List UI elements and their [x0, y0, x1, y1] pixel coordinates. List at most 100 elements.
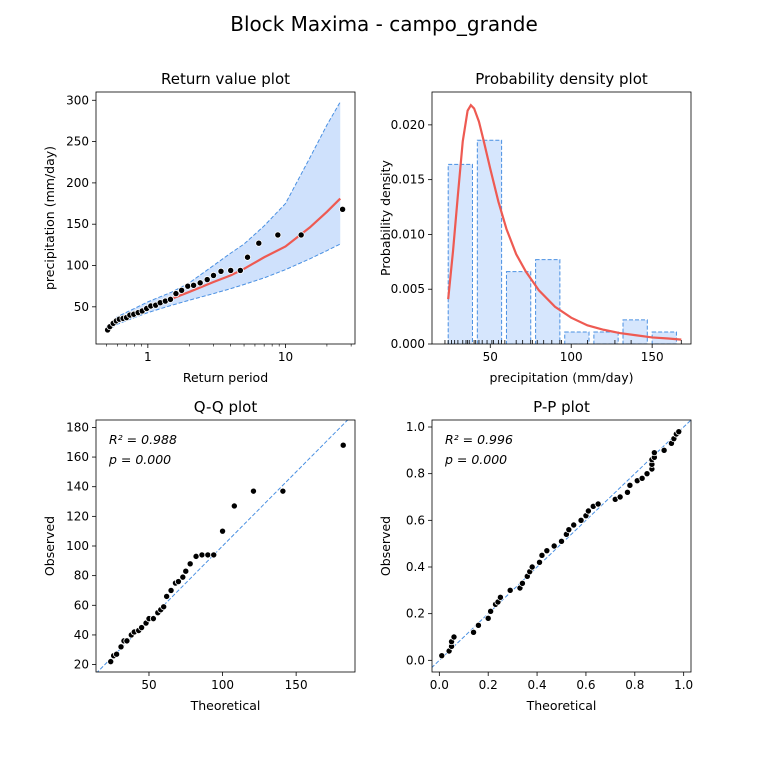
data-point: [166, 295, 174, 303]
data-point: [210, 551, 218, 559]
y-tick-label: 80: [74, 569, 89, 583]
x-tick-label: 50: [483, 350, 498, 364]
data-point: [660, 446, 668, 454]
data-point: [528, 563, 536, 571]
data-point: [117, 643, 125, 651]
data-point: [179, 573, 187, 581]
data-point: [249, 487, 257, 495]
pp-plot: P-P plot Theoretical Observed 0.0 0.2 0.4 0.6 0…: [378, 398, 693, 713]
x-tick-label: 1: [144, 350, 152, 364]
data-point: [219, 527, 227, 535]
y-axis-label: Observed: [378, 516, 393, 576]
histogram-bar: [505, 271, 532, 344]
data-point: [650, 449, 658, 457]
plot-title: Q-Q plot: [194, 398, 258, 416]
plot-area: [96, 420, 349, 672]
y-tick-label: 20: [74, 658, 89, 672]
data-point: [113, 650, 121, 658]
data-point: [297, 231, 305, 239]
p-value-annotation: p = 0.000: [108, 452, 171, 467]
data-point: [204, 551, 212, 559]
data-point: [182, 567, 190, 575]
data-point: [236, 266, 244, 274]
ci-lower-line: [106, 243, 341, 333]
y-tick-label: 0.000: [391, 337, 425, 351]
plot-area: [104, 101, 347, 334]
histogram-bar: [564, 331, 590, 344]
plot-area: [444, 103, 682, 344]
y-tick-label: 0.005: [391, 282, 425, 296]
data-point: [450, 633, 458, 641]
return-value-plot: Return value plot Return period precipitat…: [42, 70, 356, 385]
data-point: [538, 551, 546, 559]
x-tick-label: 10: [278, 350, 293, 364]
plot-area: [432, 420, 691, 669]
data-point: [255, 239, 263, 247]
plot-title: Probability density plot: [475, 70, 648, 88]
y-axis-label: Observed: [42, 516, 57, 576]
histogram-bar: [622, 319, 648, 344]
data-point: [675, 428, 683, 436]
data-point: [570, 521, 578, 529]
y-tick-label: 40: [74, 628, 89, 642]
data-point: [577, 516, 585, 524]
data-point: [438, 652, 446, 660]
data-point: [496, 593, 504, 601]
x-tick-label: 0.0: [430, 678, 449, 692]
data-point: [638, 474, 646, 482]
data-point: [210, 271, 218, 279]
y-tick-label: 140: [66, 480, 89, 494]
x-tick-label: 50: [141, 678, 156, 692]
data-point: [190, 281, 198, 289]
x-tick-label: 1.0: [674, 678, 693, 692]
data-point: [174, 578, 182, 586]
data-point: [487, 607, 495, 615]
x-tick-label: 0.2: [479, 678, 498, 692]
x-tick-label: 150: [285, 678, 308, 692]
x-tick-label: 100: [211, 678, 234, 692]
x-axis-label: Return period: [183, 370, 268, 385]
axes-frame: [431, 419, 692, 673]
data-point: [184, 282, 192, 290]
x-tick-label: 0.4: [528, 678, 547, 692]
data-point: [274, 231, 282, 239]
data-point: [474, 621, 482, 629]
histogram-bar: [593, 331, 619, 344]
data-point: [279, 487, 287, 495]
probability-density-plot: Probability density plot precipitation (m…: [378, 70, 692, 385]
x-axis-label: Theoretical: [526, 698, 597, 713]
data-point: [123, 637, 131, 645]
data-point: [198, 551, 206, 559]
data-point: [244, 253, 252, 261]
y-tick-label: 1.0: [406, 420, 425, 434]
data-point: [594, 500, 602, 508]
data-point: [506, 586, 514, 594]
data-point: [230, 502, 238, 510]
y-tick-label: 100: [66, 259, 89, 273]
r-squared-annotation: R² = 0.996: [445, 432, 513, 447]
data-point: [203, 276, 211, 284]
x-tick-label: 150: [641, 350, 664, 364]
y-tick-label: 0.6: [406, 513, 425, 527]
x-axis-label: precipitation (mm/day): [489, 370, 633, 385]
data-point: [623, 488, 631, 496]
data-point: [227, 266, 235, 274]
plot-title: P-P plot: [533, 398, 590, 416]
data-point: [584, 507, 592, 515]
data-point: [149, 615, 157, 623]
data-point: [518, 579, 526, 587]
y-tick-label: 0.8: [406, 467, 425, 481]
data-point: [178, 286, 186, 294]
y-axis-label: Probability density: [378, 159, 393, 275]
y-tick-label: 0.0: [406, 653, 425, 667]
y-tick-label: 180: [66, 420, 89, 434]
ci-upper-line: [106, 101, 341, 328]
y-tick-label: 0.2: [406, 607, 425, 621]
y-tick-label: 300: [66, 93, 89, 107]
data-point: [163, 592, 171, 600]
data-point: [536, 558, 544, 566]
y-tick-label: 0.4: [406, 560, 425, 574]
x-tick-label: 0.6: [576, 678, 595, 692]
data-point: [484, 614, 492, 622]
